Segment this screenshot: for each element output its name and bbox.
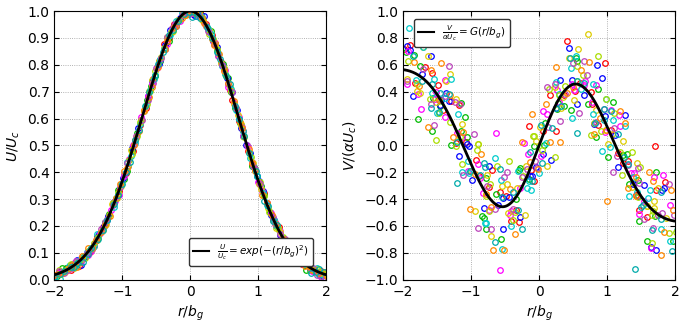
X-axis label: $r/b_g$: $r/b_g$ bbox=[525, 304, 553, 323]
Legend: $\frac{V}{\alpha U_c} = G(r/b_g)$: $\frac{V}{\alpha U_c} = G(r/b_g)$ bbox=[414, 19, 510, 47]
Y-axis label: $U/U_c$: $U/U_c$ bbox=[5, 129, 22, 162]
Legend: $\frac{U}{U_c} = exp(-(r/b_g)^2)$: $\frac{U}{U_c} = exp(-(r/b_g)^2)$ bbox=[189, 239, 313, 266]
X-axis label: $r/b_g$: $r/b_g$ bbox=[177, 304, 204, 323]
Y-axis label: $V/(\alpha U_c)$: $V/(\alpha U_c)$ bbox=[342, 120, 359, 171]
